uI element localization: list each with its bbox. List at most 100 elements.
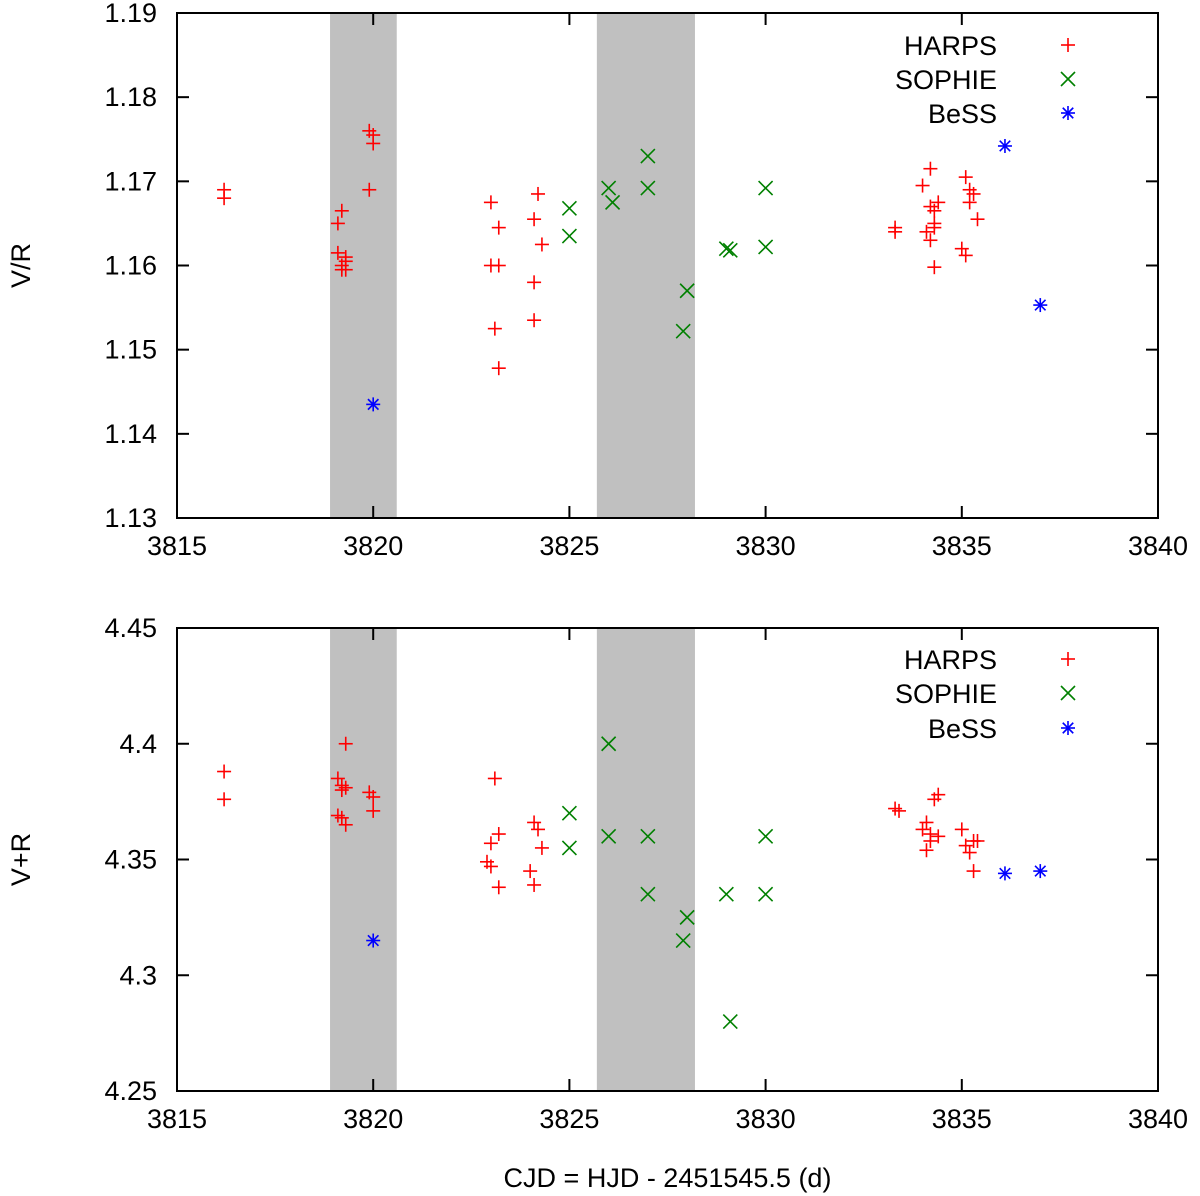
bottom-x-tick-label: 3825 [539,1104,599,1134]
top-point-sophie [640,180,656,196]
bottom-point-bess [366,933,381,948]
top-point-sophie [758,239,774,255]
top-point-sophie [604,194,621,210]
top-plot-frame [176,12,1159,519]
bottom-point-harps [919,815,934,830]
top-point-sophie [561,228,577,244]
bottom-point-harps [931,829,946,844]
bottom-point-harps [923,833,938,848]
top-legend-marker-harps [1061,38,1075,52]
top-x-tick-label: 3815 [147,531,207,561]
top-point-harps [362,182,377,197]
top-point-sophie [640,148,656,164]
top-legend-label-bess: BeSS [928,99,997,129]
top-data-points [217,123,1048,412]
bottom-x-tick-label: 3830 [736,1104,796,1134]
top-point-sophie [722,242,738,258]
top-y-axis-label: V/R [6,243,36,288]
top-shaded-band-2 [596,13,695,518]
top-point-harps [534,237,549,252]
top-point-harps [527,313,542,328]
bottom-x-tick-labels: 3815 3820 3825 3830 3835 3840 [147,1104,1188,1134]
top-point-harps [491,361,506,376]
bottom-point-sophie [758,886,774,902]
bottom-point-harps [483,859,498,874]
bottom-series-bess [366,864,1048,948]
bottom-point-sophie [758,828,774,844]
top-y-tick-labels: 1.13 1.14 1.15 1.16 1.17 1.18 1.19 [104,0,157,533]
top-point-harps [919,224,934,239]
bottom-y-tick-label: 4.45 [104,613,157,643]
top-legend-markers [1060,38,1076,120]
bottom-point-harps [954,822,969,837]
bottom-point-harps [483,836,498,851]
top-point-harps [483,195,498,210]
bottom-legend-label-harps: HARPS [904,645,997,675]
top-point-harps [330,216,345,231]
top-y-tick-label: 1.14 [104,419,157,449]
top-point-harps [888,224,903,239]
top-legend-label-harps: HARPS [904,31,997,61]
top-point-harps [491,258,506,273]
top-point-harps [962,195,977,210]
top-point-harps [527,275,542,290]
bottom-x-tick-label: 3835 [932,1104,992,1134]
bottom-y-tick-label: 4.35 [104,845,157,875]
top-point-sophie [758,180,774,196]
bottom-y-tick-labels: 4.25 4.3 4.35 4.4 4.45 [104,613,157,1106]
bottom-legend-markers [1060,652,1076,735]
bottom-plot-frame [176,627,1159,1092]
bottom-legend-marker-harps [1061,652,1075,666]
bottom-legend: HARPS SOPHIE BeSS [895,645,1076,744]
top-point-bess [366,397,381,412]
top-x-tick-label: 3835 [932,531,992,561]
bottom-point-sophie [601,828,617,844]
top-point-sophie [718,241,734,257]
top-shaded-bands [330,13,695,518]
top-point-harps [923,161,938,176]
bottom-y-tick-label: 4.25 [104,1076,157,1106]
top-series-harps [217,123,985,376]
top-series-sophie [561,148,774,339]
bottom-point-sophie [722,1013,738,1030]
top-legend-marker-sophie [1060,71,1076,87]
bottom-point-harps [338,817,353,832]
bottom-point-harps [892,803,907,818]
top-point-harps [923,233,938,248]
top-y-tick-label: 1.15 [104,335,157,365]
bottom-point-sophie [679,909,695,925]
top-point-bess [1033,298,1048,313]
bottom-x-tick-label: 3815 [147,1104,207,1134]
top-y-tick-label: 1.19 [104,0,157,28]
top-point-bess [997,138,1012,153]
top-legend-label-sophie: SOPHIE [895,65,997,95]
top-point-harps [970,212,985,227]
top-point-harps [487,321,502,336]
bottom-point-harps [527,877,542,892]
top-point-harps [958,248,973,263]
bottom-point-harps [931,787,946,802]
bottom-shaded-band-1 [330,628,397,1091]
bottom-point-sophie [718,886,734,902]
top-x-tick-label: 3820 [343,531,403,561]
bottom-point-harps [970,833,985,848]
bottom-point-sophie [640,828,656,844]
bottom-data-points [217,736,1048,1030]
top-x-tick-label: 3830 [736,531,796,561]
bottom-x-axis-label: CJD = HJD - 2451545.5 (d) [504,1163,832,1193]
top-x-tick-label: 3840 [1128,531,1188,561]
bottom-point-harps [534,840,549,855]
top-point-harps [491,220,506,235]
bottom-series-sophie [561,736,774,1030]
top-point-harps [927,220,942,235]
top-point-harps [966,186,981,201]
top-point-harps [954,241,969,256]
bottom-point-harps [527,815,542,830]
top-legend-marker-bess [1061,106,1075,120]
bottom-x-tick-label: 3840 [1128,1104,1188,1134]
bottom-point-harps [217,792,232,807]
bottom-point-harps [491,827,506,842]
bottom-point-bess [997,866,1012,881]
bottom-point-sophie [601,736,617,752]
